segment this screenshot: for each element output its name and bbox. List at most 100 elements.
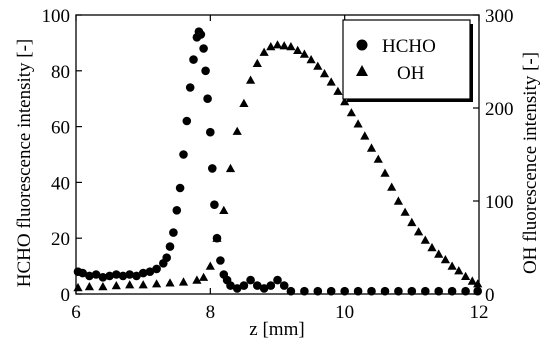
oh-point xyxy=(219,205,229,214)
oh-point xyxy=(252,58,262,67)
oh-point xyxy=(353,119,363,128)
oh-point xyxy=(306,55,316,64)
y-tick-label-right: 300 xyxy=(485,6,514,27)
hcho-point xyxy=(447,286,457,296)
oh-point xyxy=(286,42,296,51)
y-axis-label-right: OH fluorescence intensity [-] xyxy=(520,52,541,274)
hcho-point xyxy=(91,270,101,279)
hcho-point xyxy=(421,286,430,296)
hcho-point xyxy=(380,286,390,296)
oh-point xyxy=(427,242,437,252)
hcho-point xyxy=(206,127,215,137)
hcho-point xyxy=(85,271,94,281)
oh-point xyxy=(407,217,417,227)
hcho-point xyxy=(165,242,175,251)
plot-frame xyxy=(75,14,480,295)
hcho-point xyxy=(172,206,182,215)
hcho-point xyxy=(203,94,212,103)
y-tick-label-left: 20 xyxy=(51,229,70,250)
y-tick-label-right: 200 xyxy=(485,99,514,120)
oh-point xyxy=(454,266,464,275)
hcho-point xyxy=(112,270,121,279)
oh-point xyxy=(266,42,276,51)
oh-point xyxy=(400,207,410,216)
x-axis-label: z [mm] xyxy=(249,319,304,340)
hcho-point xyxy=(125,270,134,279)
oh-point xyxy=(192,275,202,284)
hcho-point xyxy=(138,268,148,278)
hcho-point xyxy=(208,164,217,173)
hcho-point xyxy=(259,284,269,293)
oh-point xyxy=(366,143,377,152)
oh-point xyxy=(111,281,121,290)
hcho-point xyxy=(353,286,363,296)
oh-point xyxy=(138,280,148,289)
hcho-point xyxy=(185,83,195,92)
legend-label-hcho: HCHO xyxy=(382,36,436,57)
x-tick-label: 6 xyxy=(71,302,81,323)
oh-point xyxy=(199,272,209,281)
oh-point xyxy=(461,271,471,280)
hcho-point xyxy=(279,281,289,290)
hcho-point xyxy=(239,281,249,290)
hcho-point xyxy=(313,286,323,296)
oh-point xyxy=(420,235,430,244)
oh-point xyxy=(98,282,108,291)
hcho-point xyxy=(461,286,470,296)
y-tick-label-right: 0 xyxy=(485,285,495,306)
legend-label-oh: OH xyxy=(397,63,425,84)
hcho-point xyxy=(273,275,282,285)
oh-point xyxy=(387,182,397,191)
series-oh xyxy=(73,40,483,292)
oh-point xyxy=(272,40,283,49)
oh-point xyxy=(232,126,242,135)
oh-point xyxy=(346,108,356,117)
legend-shadow-bottom xyxy=(347,99,473,102)
oh-point xyxy=(152,279,162,288)
legend-marker-oh xyxy=(356,65,368,76)
oh-point xyxy=(84,282,94,291)
series-hcho xyxy=(73,27,483,296)
oh-point xyxy=(440,255,450,264)
legend-marker-hcho xyxy=(356,39,368,51)
hcho-point xyxy=(152,264,161,274)
oh-point xyxy=(360,131,370,140)
hcho-point xyxy=(300,286,309,296)
oh-point xyxy=(413,227,424,236)
oh-point xyxy=(467,276,477,285)
oh-point xyxy=(178,277,189,286)
oh-point xyxy=(279,41,289,50)
y-axis-label-left: HCHO fluorescence intensity [-] xyxy=(14,39,35,288)
oh-point xyxy=(125,280,135,289)
y-tick-label-left: 60 xyxy=(51,118,70,139)
hcho-point xyxy=(105,271,114,281)
x-tick-label: 8 xyxy=(206,302,216,323)
y-tick-label-left: 100 xyxy=(42,6,71,27)
hcho-point xyxy=(78,268,87,278)
x-tick-label: 10 xyxy=(335,302,354,323)
oh-point xyxy=(313,61,323,70)
hcho-point xyxy=(189,55,198,64)
hcho-point xyxy=(326,286,336,296)
oh-point xyxy=(380,168,390,177)
oh-point xyxy=(239,98,249,107)
hcho-point xyxy=(216,256,225,265)
hcho-point xyxy=(179,150,188,159)
oh-point xyxy=(393,196,403,205)
hcho-point xyxy=(252,281,262,290)
hcho-point xyxy=(175,183,185,193)
hcho-point xyxy=(145,267,155,277)
oh-point xyxy=(165,278,175,287)
hcho-point xyxy=(118,271,128,281)
oh-point xyxy=(319,69,330,78)
y-tick-label-left: 40 xyxy=(51,173,70,194)
oh-point xyxy=(293,45,303,54)
hcho-point xyxy=(182,116,192,126)
hcho-point xyxy=(199,44,208,53)
oh-point xyxy=(326,77,336,86)
hcho-point xyxy=(367,286,376,296)
oh-point xyxy=(259,47,269,56)
hcho-point xyxy=(232,284,242,293)
hcho-point xyxy=(286,286,296,296)
